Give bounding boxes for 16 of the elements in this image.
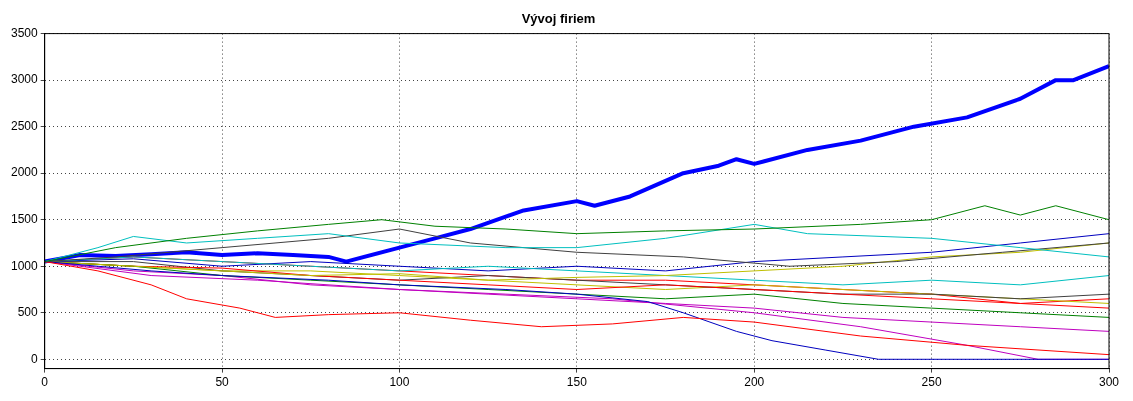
x-tick-label: 100 — [389, 375, 410, 390]
x-tick-label: 50 — [215, 375, 230, 390]
x-tick-label: 0 — [41, 375, 49, 390]
chart-title: Vývoj firiem — [521, 11, 596, 27]
y-tick-label: 1000 — [10, 258, 39, 273]
x-tick-label: 250 — [921, 375, 942, 390]
y-tick-label: 0 — [31, 351, 39, 366]
y-tick-label: 2500 — [10, 118, 39, 133]
y-tick-label: 1500 — [10, 212, 39, 227]
y-tick-label: 3000 — [10, 72, 39, 87]
y-tick-label: 500 — [17, 305, 39, 320]
y-tick-label: 2000 — [10, 165, 39, 180]
x-tick-label: 200 — [744, 375, 765, 390]
x-tick-label: 300 — [1098, 375, 1120, 390]
x-tick-label: 150 — [566, 375, 588, 390]
y-tick-label: 3500 — [10, 25, 39, 40]
